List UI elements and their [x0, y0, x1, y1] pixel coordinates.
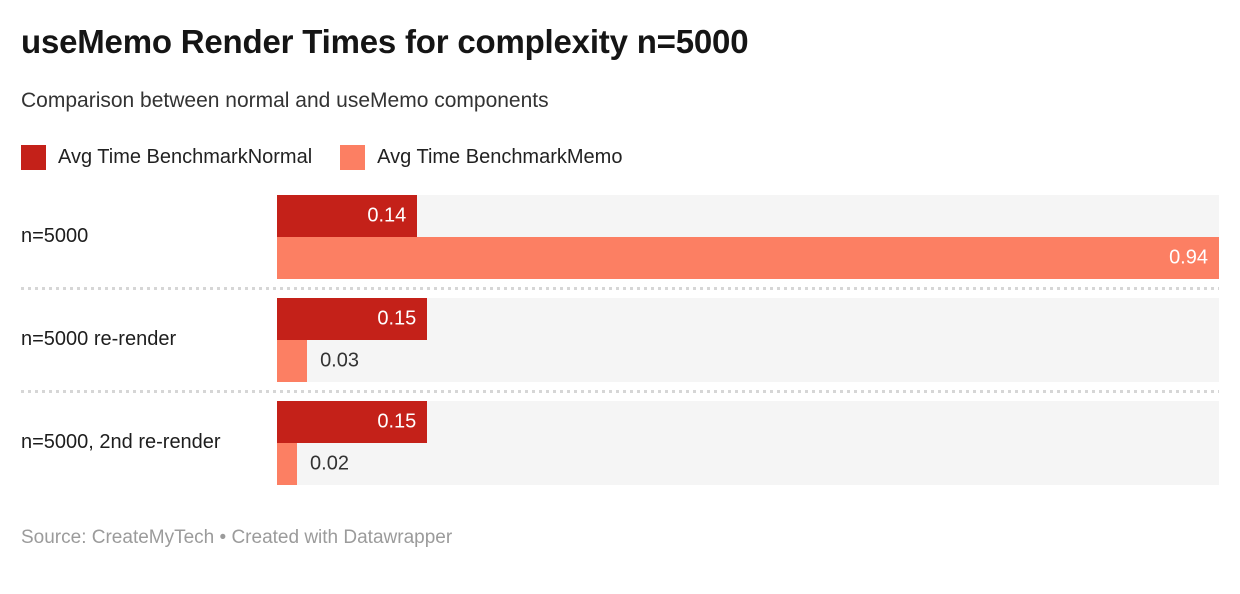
- legend-label-normal: Avg Time BenchmarkNormal: [58, 145, 313, 168]
- bar-memo: 0.03: [277, 339, 359, 382]
- bar-row: n=5000, 2nd re-render 0.15 0.02: [21, 400, 1219, 485]
- category-label: n=5000: [21, 225, 89, 248]
- bar-value-label: 0.94: [1169, 246, 1208, 269]
- legend-item-normal: Avg Time BenchmarkNormal: [21, 144, 313, 170]
- legend-swatch-memo-icon: [340, 144, 366, 170]
- bar-track: 0.15 0.02: [277, 400, 1219, 485]
- row-separator: [21, 286, 1219, 290]
- chart-title: useMemo Render Times for complexity n=50…: [21, 23, 749, 60]
- bar-memo: 0.02: [277, 442, 349, 485]
- bar-track: 0.14 0.94: [277, 194, 1219, 279]
- legend-item-memo: Avg Time BenchmarkMemo: [340, 144, 623, 170]
- category-label: n=5000, 2nd re-render: [21, 431, 221, 454]
- bar-normal: 0.15: [277, 297, 428, 340]
- legend-label-memo: Avg Time BenchmarkMemo: [377, 145, 623, 168]
- chart-subtitle: Comparison between normal and useMemo co…: [21, 88, 549, 112]
- row-separator: [21, 389, 1219, 393]
- legend: Avg Time BenchmarkNormal Avg Time Benchm…: [21, 144, 1219, 170]
- bar-value-label: 0.15: [377, 307, 417, 330]
- category-label: n=5000 re-render: [21, 328, 177, 351]
- bar-normal: 0.14: [277, 194, 418, 237]
- legend-swatch-normal-icon: [21, 144, 46, 170]
- bar-value-label: 0.15: [377, 410, 417, 433]
- bar-normal: 0.15: [277, 400, 428, 443]
- bar-row: n=5000 0.14 0.94: [21, 194, 1219, 279]
- bar-track: 0.15 0.03: [277, 297, 1219, 382]
- bar-value-label: 0.14: [367, 204, 407, 227]
- chart-container: useMemo Render Times for complexity n=50…: [0, 22, 1240, 549]
- bar-value-label: 0.03: [320, 349, 359, 372]
- bar-memo: 0.94: [277, 236, 1219, 279]
- bar-value-label: 0.02: [310, 452, 349, 475]
- bar-chart: n=5000 0.14 0.94 n=5000 re-render 0.15 0…: [21, 194, 1219, 485]
- bar-row: n=5000 re-render 0.15 0.03: [21, 297, 1219, 382]
- source-attribution: Source: CreateMyTech • Created with Data…: [21, 526, 453, 548]
